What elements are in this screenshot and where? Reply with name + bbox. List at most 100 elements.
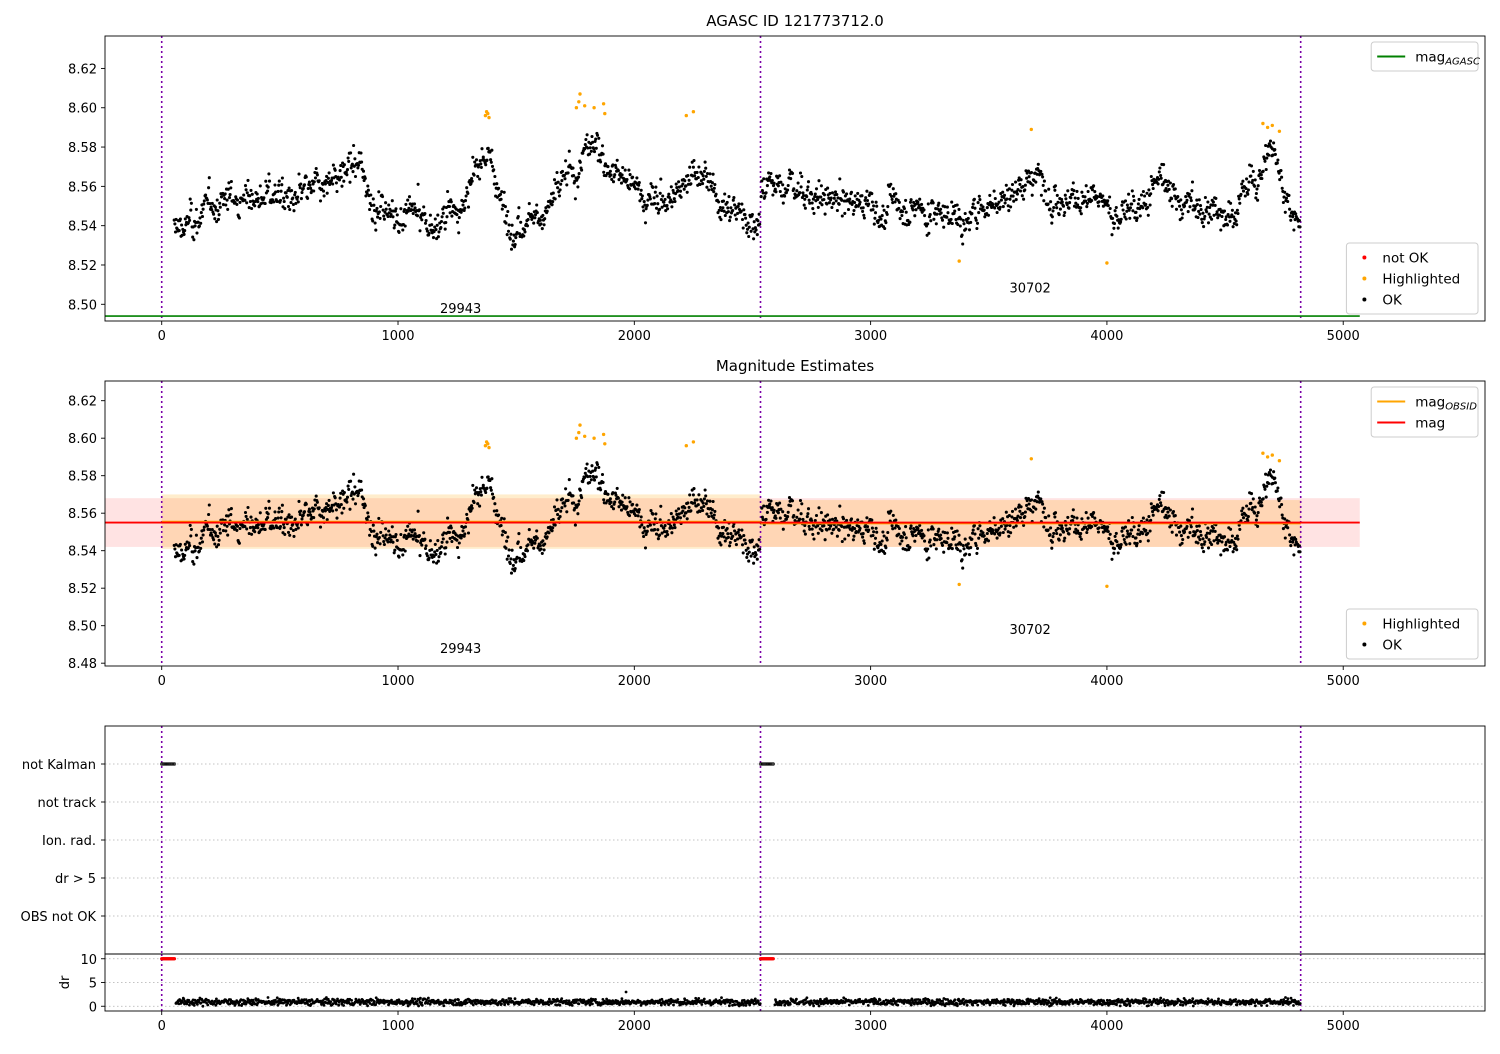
- ok-point: [976, 222, 979, 225]
- ok-point: [745, 556, 748, 559]
- ok-point: [640, 189, 643, 192]
- ok-point: [399, 207, 402, 210]
- ok-point: [692, 166, 695, 169]
- ok-point: [1131, 189, 1134, 192]
- ok-point: [871, 527, 874, 530]
- ok-point: [589, 475, 592, 478]
- ok-point: [803, 204, 806, 207]
- ok-point: [262, 196, 265, 199]
- ok-point: [894, 200, 897, 203]
- ok-point: [726, 206, 729, 209]
- ok-point: [1158, 166, 1161, 169]
- ok-point: [555, 498, 558, 501]
- ok-point: [535, 203, 538, 206]
- ok-point: [183, 233, 186, 236]
- ok-point: [377, 517, 380, 520]
- ok-point: [817, 179, 820, 182]
- ok-point: [1265, 496, 1268, 499]
- ok-point: [861, 210, 864, 213]
- ok-point: [823, 193, 826, 196]
- ok-point: [831, 518, 834, 521]
- ok-point: [972, 529, 975, 532]
- ok-point: [810, 193, 813, 196]
- ok-point: [354, 502, 357, 505]
- ok-point: [541, 227, 544, 230]
- ok-point: [1257, 184, 1260, 187]
- ok-point: [806, 512, 809, 515]
- ok-point: [559, 183, 562, 186]
- ok-point: [627, 169, 630, 172]
- ok-point: [967, 217, 970, 220]
- ok-point: [625, 505, 628, 508]
- ok-point: [1048, 207, 1051, 210]
- ok-point: [1003, 194, 1006, 197]
- ok-point: [340, 511, 343, 514]
- ok-point: [1072, 181, 1075, 184]
- ok-point: [609, 170, 612, 173]
- ok-point: [1288, 533, 1291, 536]
- ok-point: [424, 222, 427, 225]
- ok-point: [596, 134, 599, 137]
- dr-point: [514, 997, 517, 1000]
- ok-point: [914, 534, 917, 537]
- ok-point: [704, 488, 707, 491]
- ok-point: [340, 185, 343, 188]
- ok-point: [1228, 220, 1231, 223]
- ok-point: [875, 201, 878, 204]
- ok-point: [418, 229, 421, 232]
- ok-point: [1226, 223, 1229, 226]
- ok-point: [235, 203, 238, 206]
- ok-point: [708, 172, 711, 175]
- ok-point: [729, 541, 732, 544]
- ok-point: [1276, 486, 1279, 489]
- ok-point: [224, 203, 227, 206]
- dr-point: [812, 1005, 815, 1008]
- ok-point: [440, 545, 443, 548]
- ok-point: [490, 477, 493, 480]
- dr-point: [420, 1001, 423, 1004]
- ok-point: [1015, 198, 1018, 201]
- ok-point: [996, 537, 999, 540]
- ok-point: [649, 197, 652, 200]
- ok-point: [950, 218, 953, 221]
- ok-point: [886, 531, 889, 534]
- ok-point: [697, 176, 700, 179]
- dr-point: [728, 1004, 731, 1007]
- ok-point: [393, 226, 396, 229]
- ok-point: [198, 550, 201, 553]
- ok-point: [957, 208, 960, 211]
- dr-point: [202, 1005, 205, 1008]
- highlighted-point: [692, 110, 695, 113]
- ok-point: [1276, 489, 1279, 492]
- ok-point: [1112, 552, 1115, 555]
- ok-point: [374, 229, 377, 232]
- ok-point: [266, 516, 269, 519]
- ok-point: [379, 531, 382, 534]
- ok-point: [313, 507, 316, 510]
- ok-point: [1214, 530, 1217, 533]
- ok-point: [1249, 502, 1252, 505]
- ok-point: [1028, 175, 1031, 178]
- ok-point: [1115, 540, 1118, 543]
- dr-point: [457, 999, 460, 1002]
- ok-point: [1145, 192, 1148, 195]
- ok-point: [422, 205, 425, 208]
- ok-point: [791, 172, 794, 175]
- ok-point: [1055, 206, 1058, 209]
- ok-point: [941, 544, 944, 547]
- ok-point: [602, 481, 605, 484]
- ok-point: [178, 229, 181, 232]
- dr-point: [664, 1003, 667, 1006]
- ok-point: [464, 199, 467, 202]
- ok-point: [349, 151, 352, 154]
- ok-point: [491, 493, 494, 496]
- x-tick-label: 1000: [381, 674, 414, 689]
- ok-point: [1286, 200, 1289, 203]
- ok-point: [246, 506, 249, 509]
- dr-point: [251, 1003, 254, 1006]
- x-tick-label: 4000: [1090, 329, 1123, 344]
- ok-point: [986, 532, 989, 535]
- ok-point: [1149, 519, 1152, 522]
